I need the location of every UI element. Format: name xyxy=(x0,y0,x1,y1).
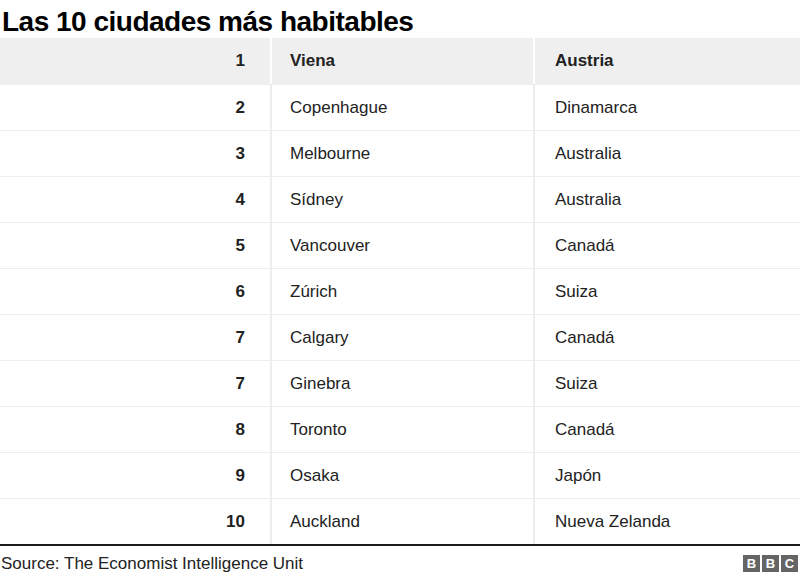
rank-cell: 7 xyxy=(0,361,270,406)
country-cell: Austria xyxy=(533,38,800,84)
rank-cell: 1 xyxy=(0,38,270,84)
rank-cell: 2 xyxy=(0,85,270,130)
table-row: 3MelbourneAustralia xyxy=(0,130,800,176)
country-cell: Australia xyxy=(533,131,800,176)
rank-cell: 7 xyxy=(0,315,270,360)
country-cell: Suiza xyxy=(533,269,800,314)
rank-cell: 4 xyxy=(0,177,270,222)
rank-cell: 5 xyxy=(0,223,270,268)
page-title: Las 10 ciudades más habitables xyxy=(0,0,800,38)
country-cell: Japón xyxy=(533,453,800,498)
bbc-logo-square: B xyxy=(762,555,779,572)
country-cell: Suiza xyxy=(533,361,800,406)
city-cell: Calgary xyxy=(270,315,533,360)
country-cell: Canadá xyxy=(533,407,800,452)
table-row: 6ZúrichSuiza xyxy=(0,268,800,314)
table-row: 7CalgaryCanadá xyxy=(0,314,800,360)
country-cell: Canadá xyxy=(533,223,800,268)
city-cell: Viena xyxy=(270,38,533,84)
city-cell: Copenhague xyxy=(270,85,533,130)
source-text: Source: The Economist Intelligence Unit xyxy=(1,554,303,574)
bbc-logo: BBC xyxy=(743,555,798,572)
livability-table: 1VienaAustria2CopenhagueDinamarca3Melbou… xyxy=(0,38,800,544)
city-cell: Zúrich xyxy=(270,269,533,314)
city-cell: Auckland xyxy=(270,499,533,544)
table-row: 10AucklandNueva Zelanda xyxy=(0,498,800,544)
rank-cell: 6 xyxy=(0,269,270,314)
table-row: 7GinebraSuiza xyxy=(0,360,800,406)
table-row: 5VancouverCanadá xyxy=(0,222,800,268)
bbc-news-graphic: Las 10 ciudades más habitables 1VienaAus… xyxy=(0,0,800,583)
country-cell: Dinamarca xyxy=(533,85,800,130)
rank-cell: 9 xyxy=(0,453,270,498)
city-cell: Toronto xyxy=(270,407,533,452)
city-cell: Vancouver xyxy=(270,223,533,268)
table-row: 8TorontoCanadá xyxy=(0,406,800,452)
city-cell: Osaka xyxy=(270,453,533,498)
bbc-logo-square: C xyxy=(781,555,798,572)
city-cell: Ginebra xyxy=(270,361,533,406)
rank-cell: 10 xyxy=(0,499,270,544)
table-row: 9OsakaJapón xyxy=(0,452,800,498)
country-cell: Canadá xyxy=(533,315,800,360)
country-cell: Nueva Zelanda xyxy=(533,499,800,544)
country-cell: Australia xyxy=(533,177,800,222)
table-row: 1VienaAustria xyxy=(0,38,800,84)
rank-cell: 3 xyxy=(0,131,270,176)
bbc-logo-square: B xyxy=(743,555,760,572)
footer: Source: The Economist Intelligence Unit … xyxy=(0,546,800,581)
rank-cell: 8 xyxy=(0,407,270,452)
city-cell: Melbourne xyxy=(270,131,533,176)
table-row: 2CopenhagueDinamarca xyxy=(0,84,800,130)
city-cell: Sídney xyxy=(270,177,533,222)
table-row: 4SídneyAustralia xyxy=(0,176,800,222)
